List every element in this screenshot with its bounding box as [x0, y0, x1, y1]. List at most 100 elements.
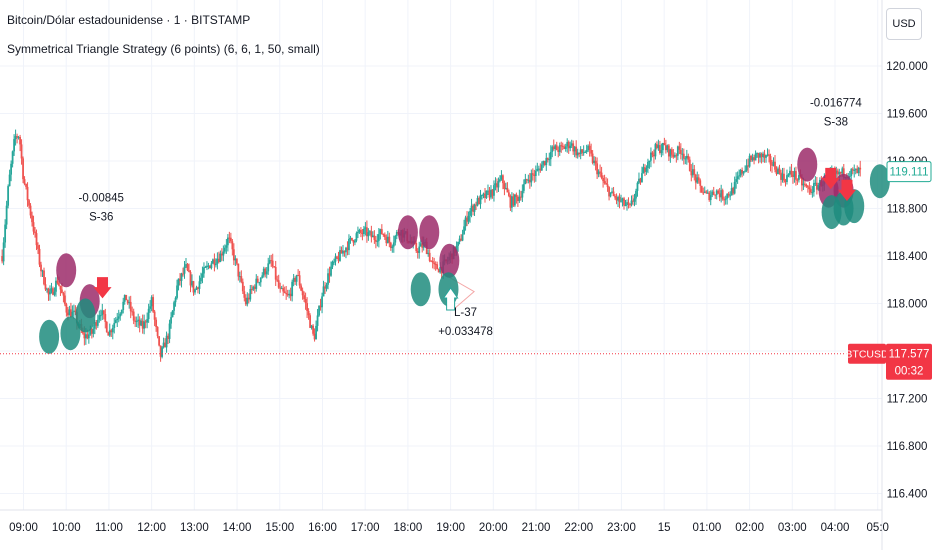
- candle-body: [252, 286, 255, 290]
- candle-body: [542, 161, 545, 165]
- y-tick-label: 119.600: [887, 109, 928, 121]
- candle-body: [817, 185, 820, 190]
- candle-body: [696, 177, 699, 183]
- candle-body: [291, 281, 294, 297]
- candle-body: [270, 260, 273, 262]
- x-tick-label: 05:0: [867, 522, 889, 534]
- candle-body: [93, 322, 96, 329]
- candle-body: [497, 181, 500, 188]
- candle-body: [458, 238, 461, 242]
- candle-body: [783, 173, 785, 181]
- candle-body: [602, 177, 604, 182]
- candle-body: [250, 289, 253, 291]
- candle-body: [128, 301, 131, 304]
- candle-body: [10, 163, 13, 175]
- x-tick-label: 16:00: [308, 522, 337, 534]
- candle-body: [726, 193, 729, 199]
- current-price-badge: [886, 161, 932, 183]
- candle-body: [490, 189, 492, 198]
- candle-body: [552, 146, 555, 149]
- candle-body: [327, 273, 329, 285]
- candle-body: [581, 149, 584, 153]
- y-tick-label: 118.800: [887, 204, 928, 216]
- candle-body: [624, 204, 627, 206]
- candle-body: [81, 330, 84, 334]
- x-tick-label: 02:00: [735, 522, 764, 534]
- candle-body: [72, 310, 75, 312]
- candle-body: [388, 236, 391, 243]
- candle-body: [647, 161, 649, 169]
- candle-body: [850, 169, 853, 176]
- candle-body: [16, 136, 18, 138]
- candle-body: [493, 185, 495, 196]
- candle-body: [714, 194, 717, 196]
- candle-body: [315, 325, 317, 340]
- candle-body: [120, 309, 123, 314]
- candle-body: [765, 155, 767, 158]
- candle-body: [428, 252, 431, 261]
- candle-body: [86, 334, 89, 339]
- symbol-title[interactable]: Bitcoin/Dólar estadounidense · 1 · BITST…: [7, 13, 251, 27]
- candle-body: [8, 174, 11, 187]
- candle-body: [738, 175, 741, 177]
- candle-body: [286, 293, 289, 296]
- short-marker: [419, 215, 440, 250]
- candle-body: [558, 145, 561, 152]
- candle-body: [38, 248, 41, 265]
- candle-body: [110, 330, 113, 333]
- x-tick-label: 19:00: [436, 522, 465, 534]
- candle-body: [65, 304, 68, 313]
- candle-body: [789, 170, 791, 175]
- candle-body: [476, 198, 479, 206]
- candle-body: [503, 183, 506, 189]
- candle-body: [856, 168, 859, 174]
- candle-body: [645, 168, 648, 172]
- candle-body: [343, 250, 346, 253]
- candle-body: [802, 183, 805, 186]
- candle-body: [137, 319, 140, 322]
- candle-body: [636, 182, 639, 191]
- candle-body: [303, 295, 306, 300]
- candle-body: [141, 320, 144, 329]
- candle-body: [651, 152, 654, 155]
- candle-body: [439, 267, 442, 273]
- candle-body: [104, 314, 107, 323]
- candle-body: [68, 309, 71, 316]
- long-marker: [410, 272, 431, 307]
- candle-body: [219, 253, 222, 262]
- candle-body: [533, 174, 536, 176]
- candle-body: [854, 168, 857, 170]
- candle-body: [584, 151, 587, 153]
- candle-body: [261, 275, 264, 278]
- long-marker: [75, 298, 96, 333]
- candle-body: [217, 258, 220, 262]
- candle-body: [772, 161, 775, 166]
- candle-body: [265, 271, 268, 275]
- countdown-label: 00:32: [895, 366, 924, 378]
- indicator-title[interactable]: Symmetrical Triangle Strategy (6 points)…: [7, 42, 320, 56]
- candle-body: [759, 153, 761, 158]
- candle-body: [430, 260, 433, 262]
- candle-body: [134, 320, 137, 322]
- candle-body: [279, 287, 282, 289]
- short-marker: [56, 253, 77, 288]
- candle-body: [183, 266, 186, 274]
- candle-body: [804, 183, 806, 185]
- candle-body: [149, 306, 152, 309]
- candle-body: [40, 264, 42, 272]
- candle-body: [724, 198, 727, 200]
- candle-body: [431, 261, 434, 263]
- candle-body: [4, 224, 7, 243]
- candle-body: [569, 145, 572, 149]
- candle-body: [745, 165, 748, 171]
- candle-body: [530, 173, 533, 183]
- candle-body: [554, 145, 557, 149]
- candle-body: [22, 158, 24, 180]
- currency-button[interactable]: USD: [886, 8, 922, 40]
- candle-body: [340, 250, 343, 254]
- candle-body: [638, 178, 640, 183]
- candle-body: [762, 153, 764, 158]
- candle-body: [518, 196, 521, 202]
- candle-body: [5, 205, 8, 225]
